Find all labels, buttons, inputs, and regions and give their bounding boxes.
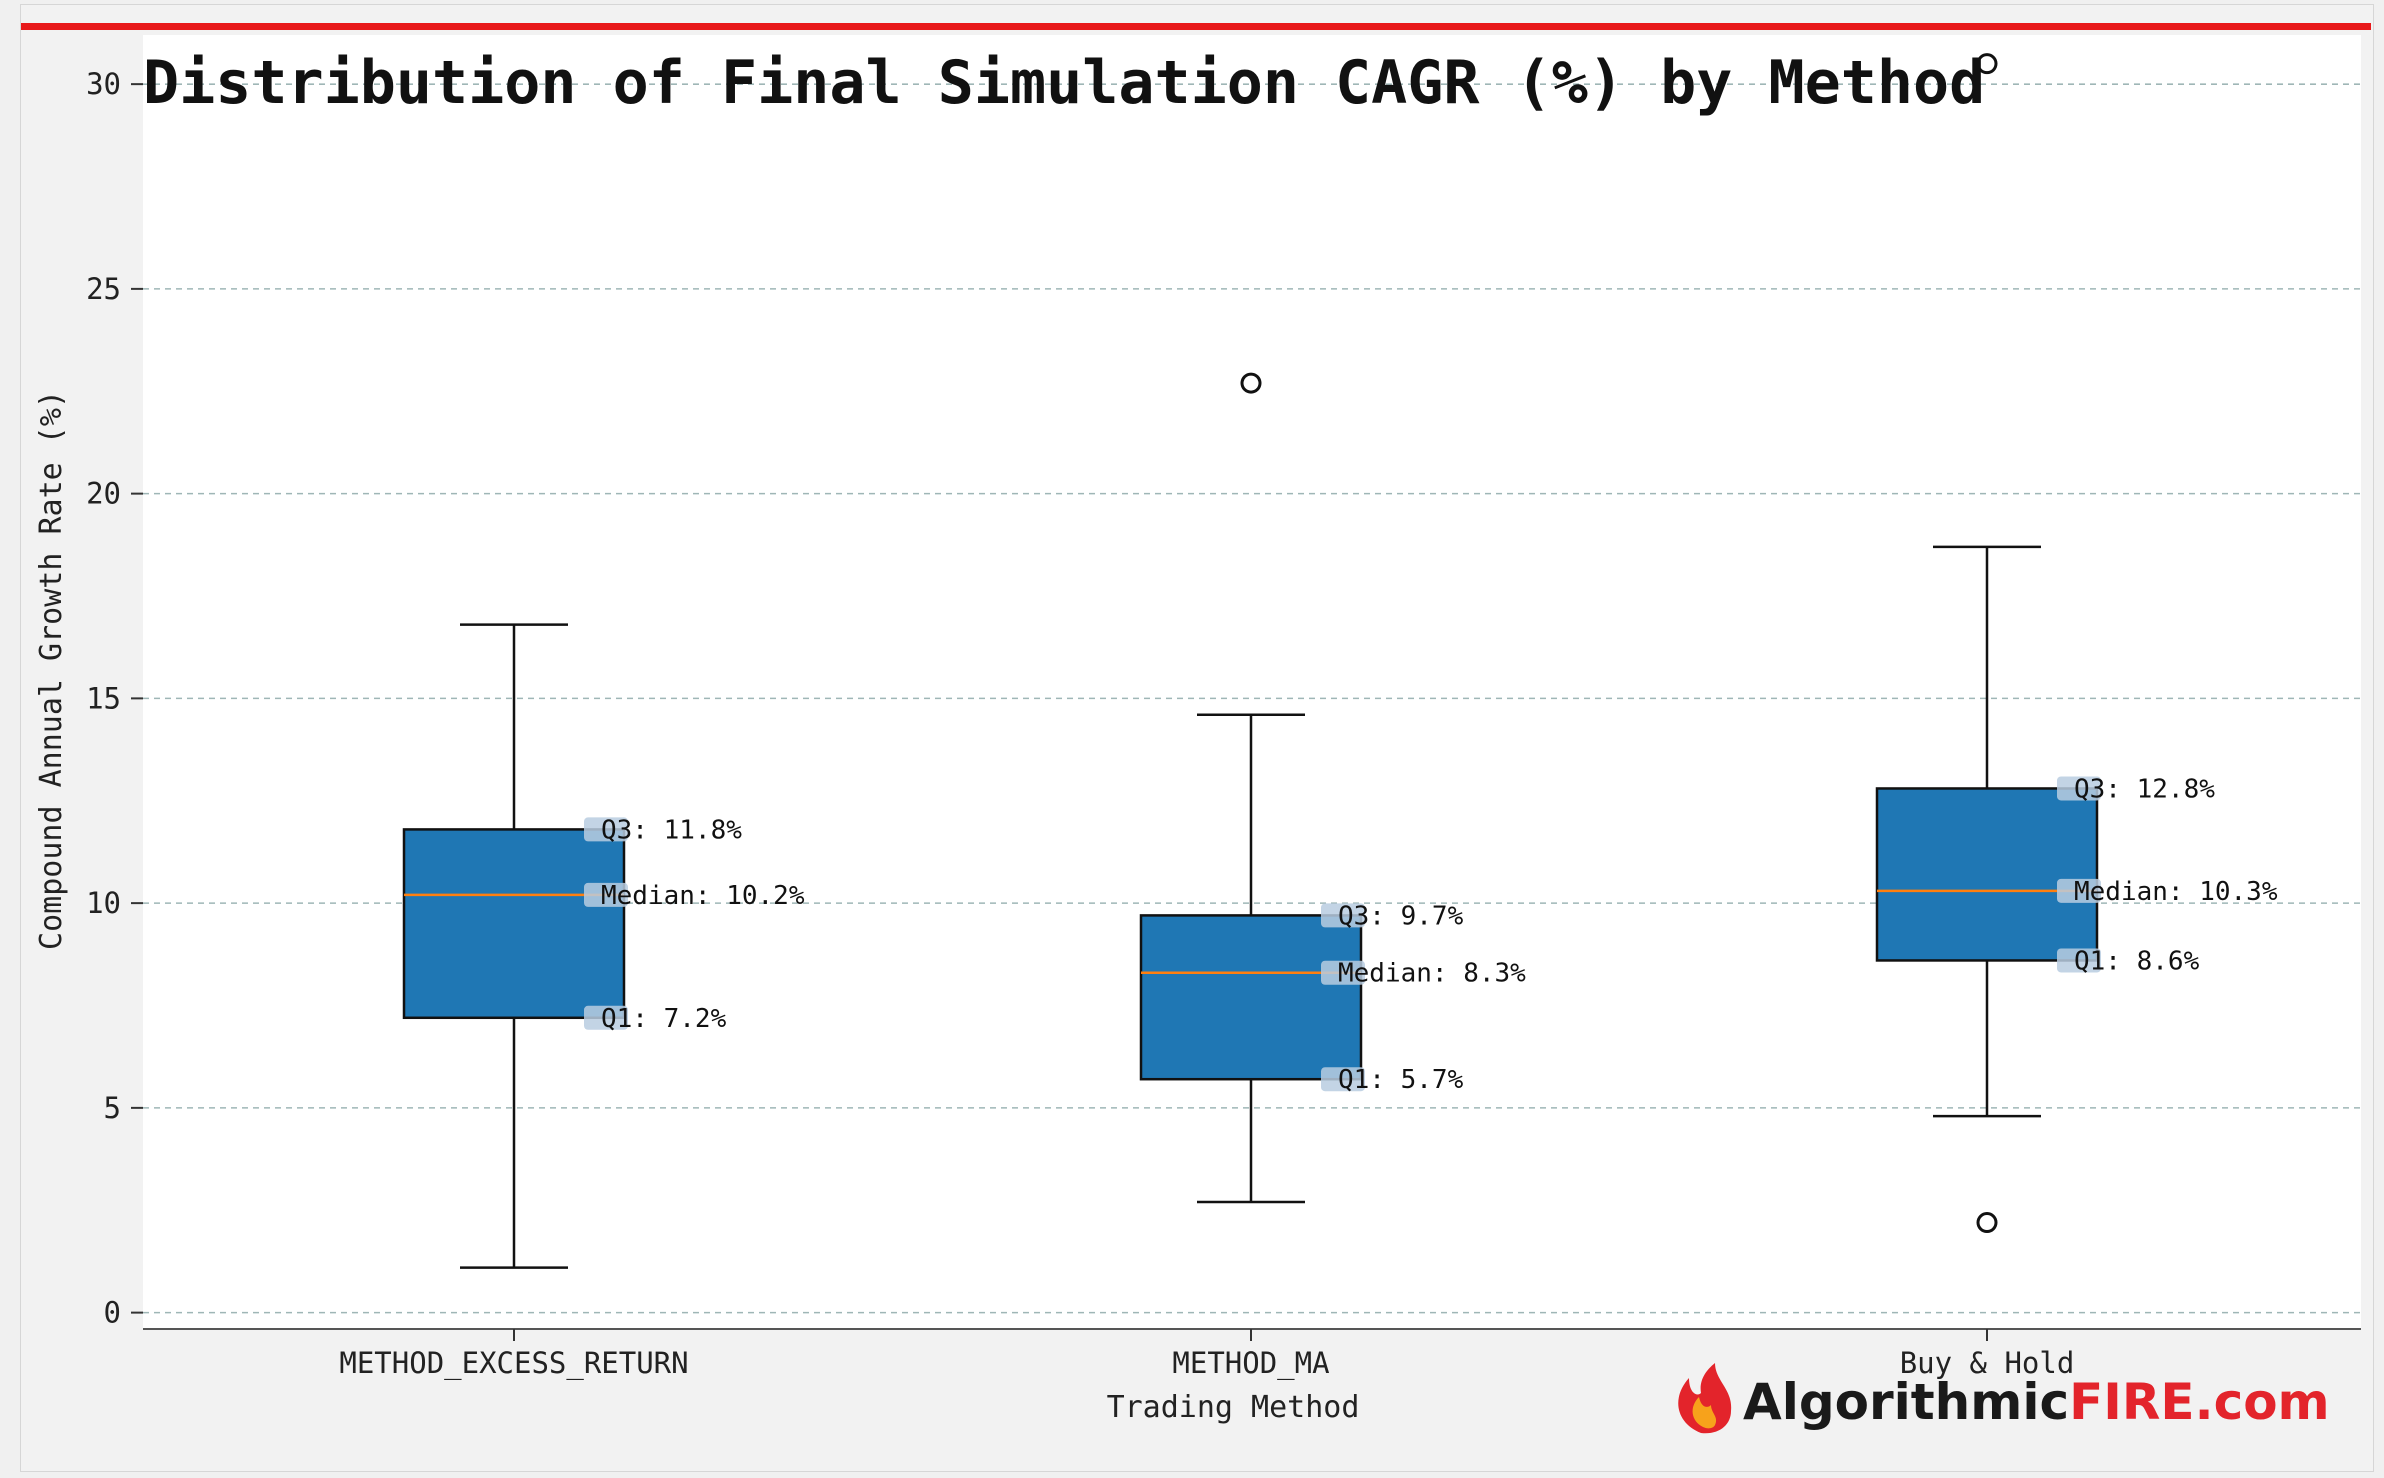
q3-label: Q3: 12.8% <box>2074 774 2215 804</box>
chart-title: Distribution of Final Simulation CAGR (%… <box>143 48 1985 118</box>
label-chip <box>584 882 628 907</box>
x-axis: METHOD_EXCESS_RETURN METHOD_MA Buy & Hold <box>339 1329 2074 1381</box>
y-tick-label: 20 <box>86 477 121 511</box>
q1-label: Q1: 5.7% <box>1338 1065 1464 1095</box>
label-chip <box>1321 1067 1365 1092</box>
flame-icon <box>1678 1363 1732 1434</box>
q3-label: Q3: 11.8% <box>601 815 742 845</box>
label-chip <box>1321 903 1365 928</box>
box-iqr <box>402 828 626 1020</box>
label-chip <box>2057 948 2101 973</box>
box-iqr <box>1875 787 2099 962</box>
label-chip <box>584 817 628 842</box>
box-2: Q3: 12.8% Median: 10.3% Q1: 8.6% <box>1875 53 2278 1234</box>
label-chip <box>1321 960 1365 985</box>
chart-frame: 0 5 10 15 20 25 30 Q3: 11.8% Median: 10.2% Q1: 7… <box>20 4 2374 1472</box>
boxplot-chart: 0 5 10 15 20 25 30 Q3: 11.8% Median: 10.2% Q1: 7… <box>21 23 2371 1434</box>
x-axis-label: Trading Method <box>1107 1390 1360 1425</box>
box-0: Q3: 11.8% Median: 10.2% Q1: 7.2% <box>402 623 805 1269</box>
accent-bar <box>21 23 2371 30</box>
label-chip <box>2057 776 2101 801</box>
box-1: Q3: 9.7% Median: 8.3% Q1: 5.7% <box>1139 372 1526 1204</box>
y-tick-label: 10 <box>86 886 121 920</box>
logo: AlgorithmicFIRE.com <box>1678 1363 2330 1434</box>
boxes: Q3: 11.8% Median: 10.2% Q1: 7.2% Q3: 9.7% Me… <box>402 53 2278 1269</box>
svg-text:AlgorithmicFIRE.com: AlgorithmicFIRE.com <box>1743 1373 2330 1431</box>
box-iqr <box>1139 914 1363 1081</box>
label-chip <box>2057 878 2101 903</box>
y-tick-label: 5 <box>104 1091 121 1125</box>
q1-label: Q1: 7.2% <box>601 1004 727 1034</box>
x-tick-label: Buy & Hold <box>1900 1346 2075 1380</box>
logo-text-main: Algorithmic <box>1743 1373 2069 1431</box>
y-tick-label: 25 <box>86 272 121 306</box>
outlier-point <box>1240 372 1262 394</box>
outlier-point <box>1976 1212 1998 1234</box>
y-tick-label: 0 <box>104 1296 121 1330</box>
y-tick-label: 30 <box>86 67 121 101</box>
y-axis-label: Compound Annual Growth Rate (%) <box>34 390 69 950</box>
x-tick-label: METHOD_EXCESS_RETURN <box>339 1346 688 1381</box>
q1-label: Q1: 8.6% <box>2074 946 2200 976</box>
median-label: Median: 10.3% <box>2074 877 2278 907</box>
outlier-point <box>1976 53 1998 75</box>
logo-text-accent: FIRE.com <box>2069 1373 2330 1431</box>
y-tick-label: 15 <box>86 681 121 715</box>
y-axis: 0 5 10 15 20 25 30 <box>86 67 143 1330</box>
x-tick-label: METHOD_MA <box>1172 1346 1329 1381</box>
q3-label: Q3: 9.7% <box>1338 901 1464 931</box>
median-label: Median: 10.2% <box>601 881 805 911</box>
label-chip <box>584 1005 628 1030</box>
median-label: Median: 8.3% <box>1338 959 1526 989</box>
